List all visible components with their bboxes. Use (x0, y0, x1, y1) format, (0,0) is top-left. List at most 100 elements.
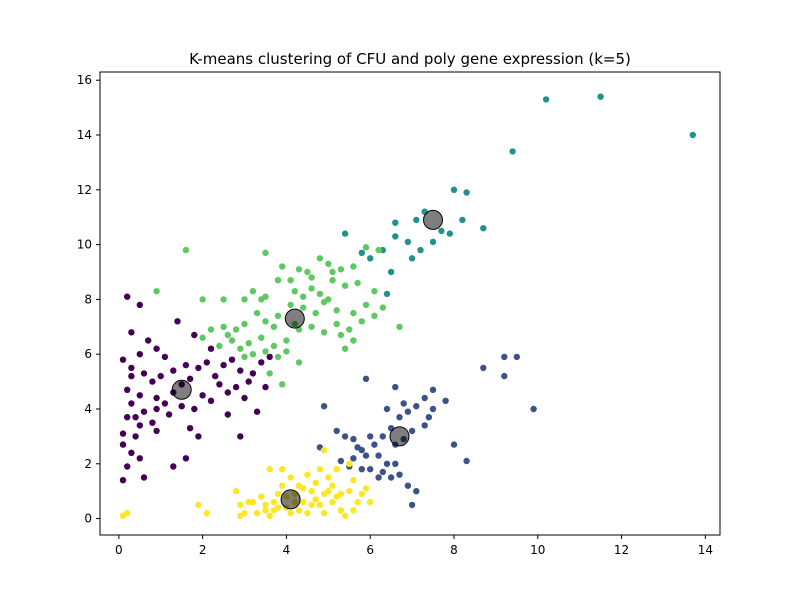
data-point-cluster-0 (132, 414, 139, 421)
data-point-cluster-3 (312, 309, 319, 317)
data-point-cluster-1 (375, 474, 382, 481)
data-point-cluster-3 (337, 331, 345, 339)
x-tick-label: 4 (283, 543, 291, 557)
y-tick-label: 2 (84, 457, 92, 471)
data-point-cluster-3 (274, 312, 282, 319)
data-point-cluster-2 (413, 216, 420, 224)
data-point-cluster-4 (367, 498, 374, 506)
data-point-cluster-2 (689, 131, 696, 139)
data-point-cluster-4 (346, 460, 353, 467)
data-point-cluster-0 (186, 425, 194, 432)
data-point-cluster-4 (333, 466, 340, 473)
data-point-cluster-2 (341, 230, 349, 237)
data-point-cluster-0 (119, 430, 127, 437)
x-tick-label: 8 (450, 543, 458, 557)
data-point-cluster-3 (283, 337, 290, 344)
data-point-cluster-1 (501, 372, 508, 380)
data-point-cluster-2 (480, 225, 487, 232)
data-point-cluster-3 (266, 370, 273, 377)
data-point-cluster-2 (358, 249, 365, 256)
data-point-cluster-0 (140, 370, 148, 377)
data-point-cluster-0 (203, 359, 210, 366)
data-point-cluster-1 (354, 444, 361, 451)
data-point-cluster-1 (362, 375, 370, 382)
data-point-cluster-1 (463, 457, 470, 465)
data-point-cluster-1 (530, 405, 537, 413)
data-point-cluster-2 (404, 238, 412, 246)
data-point-cluster-1 (379, 468, 386, 476)
data-point-cluster-1 (421, 394, 428, 402)
data-point-cluster-4 (325, 488, 332, 495)
data-point-cluster-3 (249, 351, 257, 358)
data-point-cluster-4 (270, 498, 278, 506)
data-point-cluster-0 (128, 364, 135, 372)
data-point-cluster-3 (396, 323, 403, 330)
data-point-cluster-3 (249, 288, 257, 295)
data-point-cluster-3 (270, 342, 278, 350)
data-point-cluster-3 (316, 290, 324, 298)
data-point-cluster-0 (178, 403, 185, 410)
data-point-cluster-3 (241, 296, 248, 303)
plot-area (119, 93, 696, 519)
data-point-cluster-3 (375, 246, 382, 254)
data-point-cluster-2 (392, 233, 399, 240)
data-point-cluster-0 (119, 356, 127, 363)
data-point-cluster-0 (220, 361, 227, 369)
data-point-cluster-3 (354, 279, 361, 287)
data-point-cluster-0 (145, 337, 152, 344)
data-point-cluster-0 (128, 372, 135, 380)
data-point-cluster-3 (371, 312, 378, 319)
points-group (119, 93, 696, 519)
data-point-cluster-4 (346, 488, 353, 495)
x-tick-label: 0 (115, 543, 123, 557)
y-tick-label: 10 (77, 238, 92, 252)
data-point-cluster-1 (367, 466, 374, 473)
data-point-cluster-3 (220, 323, 227, 330)
data-point-cluster-2 (446, 230, 453, 237)
data-point-cluster-4 (203, 509, 210, 517)
plot-frame (99, 71, 721, 536)
data-point-cluster-2 (367, 255, 374, 262)
data-point-cluster-0 (170, 463, 177, 470)
data-point-cluster-1 (396, 471, 403, 478)
data-point-cluster-0 (124, 414, 131, 421)
data-point-cluster-4 (337, 507, 345, 514)
data-point-cluster-4 (266, 512, 273, 519)
y-tick-label: 16 (77, 73, 92, 87)
data-point-cluster-3 (316, 255, 324, 262)
data-point-cluster-2 (383, 290, 391, 298)
y-tick-label: 6 (84, 347, 92, 361)
data-point-cluster-3 (153, 288, 160, 295)
data-point-cluster-3 (308, 285, 315, 292)
data-point-cluster-0 (195, 364, 202, 372)
data-point-cluster-1 (442, 397, 449, 404)
data-point-cluster-0 (153, 427, 160, 435)
centroid-marker (389, 426, 410, 447)
data-point-cluster-3 (274, 277, 282, 284)
data-point-cluster-0 (207, 397, 215, 404)
data-point-cluster-3 (287, 301, 294, 309)
data-point-cluster-0 (212, 372, 219, 380)
data-point-cluster-0 (237, 367, 244, 374)
data-point-cluster-4 (258, 493, 265, 500)
data-point-cluster-4 (266, 466, 273, 473)
data-point-cluster-0 (153, 394, 160, 402)
data-point-cluster-0 (124, 386, 131, 393)
data-point-cluster-4 (316, 466, 324, 473)
data-point-cluster-2 (429, 238, 437, 246)
data-point-cluster-4 (341, 512, 349, 519)
data-point-cluster-0 (170, 367, 177, 374)
data-point-cluster-1 (400, 400, 407, 407)
data-point-cluster-3 (295, 359, 303, 366)
data-point-cluster-0 (128, 329, 135, 336)
data-point-cluster-0 (153, 405, 160, 413)
data-point-cluster-4 (337, 490, 345, 498)
data-point-cluster-1 (425, 414, 433, 421)
data-point-cluster-3 (220, 296, 227, 303)
data-point-cluster-0 (191, 405, 198, 413)
data-point-cluster-3 (253, 309, 261, 317)
x-tick-label: 14 (698, 543, 713, 557)
data-point-cluster-4 (245, 498, 252, 506)
data-point-cluster-1 (341, 433, 349, 440)
